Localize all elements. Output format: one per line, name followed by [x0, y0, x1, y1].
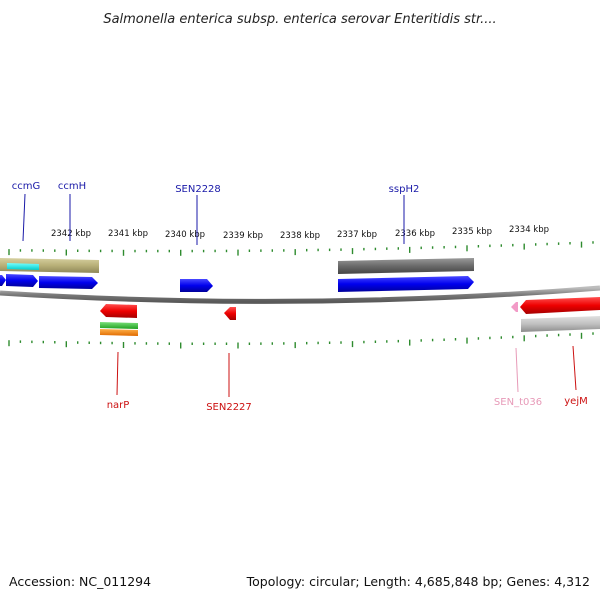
kbp-label: 2339 kbp: [223, 231, 263, 241]
accession-label: Accession: NC_011294: [9, 574, 152, 589]
rna-feature-orange[interactable]: [100, 329, 138, 336]
genome-backbone: [0, 285, 600, 304]
cds-arrow-ccmH[interactable]: [39, 276, 98, 289]
rna-feature-cyan[interactable]: [7, 263, 39, 270]
kbp-label: 2336 kbp: [395, 229, 435, 239]
gene-label-ccmG[interactable]: ccmG: [12, 181, 41, 192]
gene-label-SEN2228[interactable]: SEN2228: [175, 184, 221, 195]
gene-label-yejM[interactable]: yejM: [564, 396, 587, 407]
gene-label-narP[interactable]: narP: [107, 400, 130, 411]
leader-line: [22, 193, 26, 242]
leader-line: [572, 345, 577, 391]
trna-SEN_t036[interactable]: [511, 302, 518, 312]
gene-label-SEN_t036[interactable]: SEN_t036: [494, 397, 542, 408]
cds-arrow-SEN2227[interactable]: [224, 307, 236, 320]
map-title: Salmonella enterica subsp. enterica sero…: [103, 12, 496, 27]
cds-arrow-yejM[interactable]: [520, 297, 600, 314]
cds-arrow-ccmG[interactable]: [6, 274, 38, 287]
kbp-label: 2338 kbp: [280, 231, 320, 241]
outer-tick-ring: [8, 241, 594, 256]
kbp-label: 2340 kbp: [165, 230, 205, 240]
kbp-label: 2337 kbp: [337, 230, 377, 240]
cds-arrow-forward[interactable]: [0, 275, 6, 286]
genome-summary: Topology: circular; Length: 4,685,848 bp…: [246, 574, 590, 589]
gene-band-yejM[interactable]: [521, 316, 600, 332]
cds-arrow-narP[interactable]: [100, 304, 137, 318]
kbp-label: 2341 kbp: [108, 229, 148, 239]
gene-band-sspH2[interactable]: [338, 258, 474, 274]
kbp-label: 2335 kbp: [452, 227, 492, 237]
gene-label-ccmH[interactable]: ccmH: [58, 181, 86, 192]
rna-feature-green[interactable]: [100, 322, 138, 329]
inner-tick-ring: [8, 332, 594, 349]
kbp-label: 2342 kbp: [51, 229, 91, 239]
kbp-label: 2334 kbp: [509, 225, 549, 235]
forward-gene-labels: ccmG ccmH SEN2228 sspH2: [12, 181, 420, 245]
reverse-gene-labels: narP SEN2227 SEN_t036 yejM: [107, 345, 588, 413]
kbp-labels: 2342 kbp 2341 kbp 2340 kbp 2339 kbp 2338…: [51, 225, 549, 241]
gene-label-sspH2[interactable]: sspH2: [389, 184, 420, 195]
cds-arrow-SEN2228[interactable]: [180, 279, 213, 292]
leader-line: [116, 351, 119, 396]
leader-line: [515, 347, 519, 393]
cds-arrow-sspH2[interactable]: [338, 276, 474, 292]
gene-label-SEN2227[interactable]: SEN2227: [206, 402, 252, 413]
